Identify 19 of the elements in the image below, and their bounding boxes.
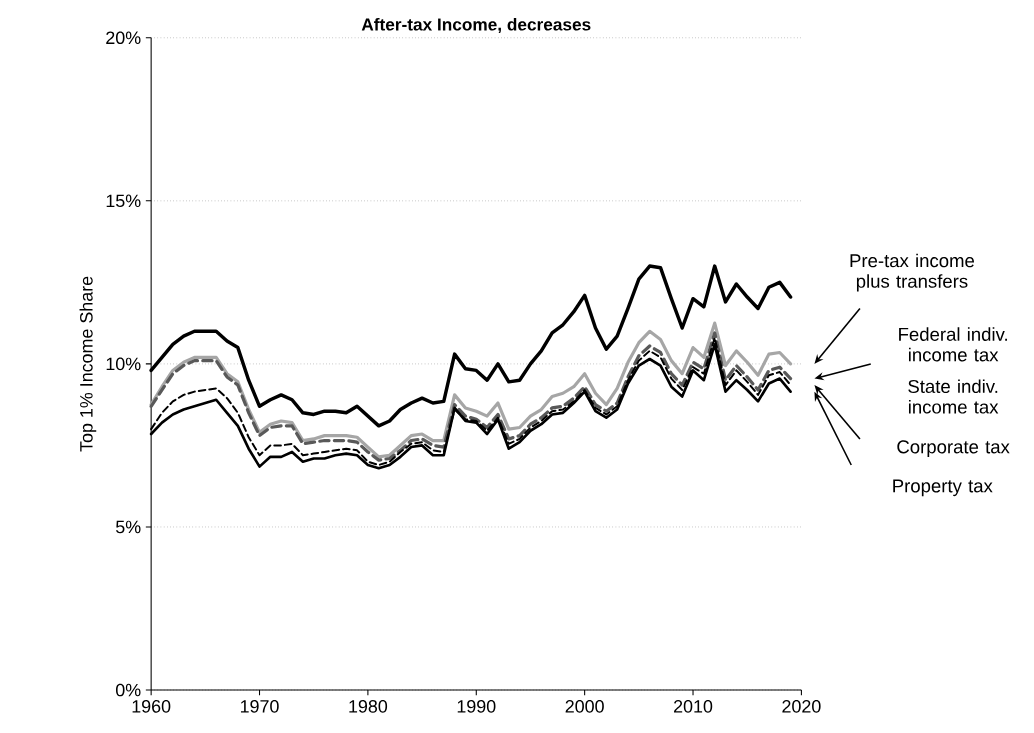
y-tick-label: 10% xyxy=(106,357,141,371)
x-tick-label: 2010 xyxy=(674,700,713,713)
text: Property tax xyxy=(893,479,993,497)
x-tick-label: 1970 xyxy=(240,700,279,713)
x-tick-label: 2000 xyxy=(565,700,604,713)
text: Federal indiv. income tax xyxy=(899,327,1007,362)
y-tick-label: 20% xyxy=(106,31,141,45)
text: Corporate tax xyxy=(897,440,1010,458)
y-tick-label: 15% xyxy=(106,194,141,208)
text: Pre-tax income plus transfers xyxy=(850,253,975,292)
y-tick-label: 0% xyxy=(115,683,141,697)
chart-title: After-tax Income, decreases xyxy=(361,18,591,34)
x-tick-label: 2020 xyxy=(782,700,821,713)
y-tick-label: 5% xyxy=(115,520,141,534)
y-axis-title: Top 1% Income Share xyxy=(79,276,97,452)
x-tick-label: 1980 xyxy=(349,700,388,713)
x-tick-label: 1990 xyxy=(457,700,496,713)
text: State indiv. income tax xyxy=(908,379,999,414)
x-tick-label: 1960 xyxy=(132,700,171,713)
